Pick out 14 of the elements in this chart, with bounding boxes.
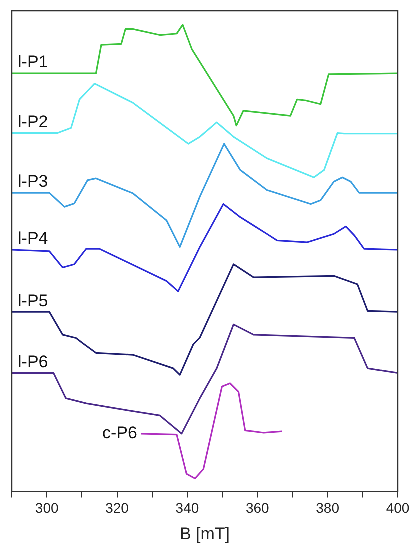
series-label: l-P6 <box>18 352 48 372</box>
x-tick-label: 400 <box>386 500 410 516</box>
series-label: l-P1 <box>18 52 48 72</box>
series-label: l-P4 <box>18 229 48 248</box>
series-label: l-P3 <box>18 172 48 192</box>
x-axis-title: B [mT] <box>180 524 230 544</box>
series-label: l-P5 <box>18 291 48 310</box>
x-tick-label: 300 <box>35 500 59 516</box>
x-tick-label: 360 <box>246 500 270 516</box>
series-label: c-P6 <box>102 424 138 443</box>
x-tick-label: 340 <box>176 500 200 516</box>
series-label: l-P2 <box>18 112 48 132</box>
x-tick-label: 320 <box>106 500 130 516</box>
x-tick-label: 380 <box>316 500 340 516</box>
